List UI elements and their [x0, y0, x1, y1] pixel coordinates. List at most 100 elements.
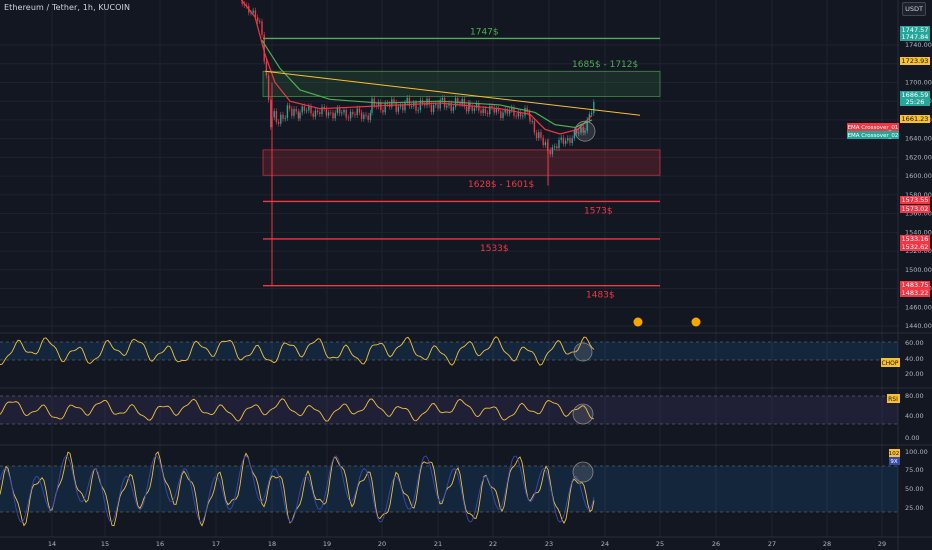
candle-body: [497, 108, 500, 112]
candle-body: [312, 113, 314, 117]
stoch-tag[interactable]: [889, 449, 900, 457]
candle-body: [441, 97, 444, 101]
candle-body: [308, 106, 310, 111]
price-tag[interactable]: [900, 26, 930, 34]
time-tick: 22: [489, 540, 497, 548]
rsi-tick: 0.00: [905, 434, 919, 442]
candle-body: [270, 99, 272, 128]
candle-body: [261, 21, 263, 29]
candle-body: [571, 138, 573, 144]
rsi-tick: 40.00: [905, 412, 924, 420]
indicator-band: [0, 396, 898, 424]
time-tick: 16: [156, 540, 164, 548]
candle-body: [321, 106, 323, 115]
candle-body: [486, 113, 489, 115]
candle-body: [288, 105, 291, 109]
price-tag[interactable]: [900, 98, 930, 106]
candle-body: [275, 111, 278, 122]
time-tick: 28: [823, 540, 831, 548]
time-axis[interactable]: 14 15 16 17 18 19 20 21 22 23 24 25 26 27 28 29: [48, 540, 886, 548]
candle-body: [446, 105, 448, 108]
candle-body: [461, 98, 463, 105]
candle-body: [305, 110, 308, 112]
candle-body: [540, 132, 542, 138]
candle-body: [480, 110, 482, 114]
candle-body: [365, 114, 367, 116]
rsi-tag[interactable]: [887, 394, 900, 403]
candle-body: [252, 10, 254, 13]
candle-body: [402, 104, 404, 111]
price-tag[interactable]: [900, 91, 930, 99]
chop-tick: 20.00: [905, 370, 924, 378]
candle-body: [506, 109, 509, 114]
price-tag[interactable]: [900, 57, 930, 65]
price-tag-label: 1573.55: [902, 196, 929, 204]
level-label-1533: 1533$: [480, 244, 509, 254]
price-tag[interactable]: [900, 205, 930, 213]
stoch-tag[interactable]: [889, 457, 900, 465]
chop-tick: 60.00: [905, 339, 924, 347]
candle-body: [529, 116, 531, 122]
candle-body: [551, 147, 554, 155]
rsi-tag-label: RSI: [888, 396, 898, 403]
candle-body: [410, 106, 413, 107]
candle-body: [580, 127, 582, 133]
price-tag-label: 1661.23: [902, 115, 929, 123]
candle-body: [531, 121, 533, 122]
ema-tag-label: EMA Crossover_01: [848, 125, 899, 131]
currency-button[interactable]: USDT: [902, 2, 926, 16]
candle-body: [273, 111, 275, 118]
ema-tag[interactable]: [847, 131, 899, 139]
level-label-1573: 1573$: [584, 206, 613, 216]
candle-body: [553, 146, 556, 148]
candle-body: [482, 108, 484, 114]
price-tag[interactable]: [900, 115, 930, 123]
price-tag[interactable]: [900, 235, 930, 243]
candle-body: [522, 115, 524, 117]
price-tag[interactable]: [900, 289, 930, 297]
chart-title: Ethereum / Tether, 1h, KUCOIN: [4, 3, 131, 12]
price-tag-label: 1533.16: [902, 235, 929, 243]
demand-zone-red: [262, 149, 661, 176]
price-tag[interactable]: [900, 196, 930, 204]
candle-body: [459, 103, 461, 105]
candle-body: [452, 106, 455, 111]
highlight-circle: [572, 461, 594, 483]
candle-body: [323, 106, 325, 109]
price-tag[interactable]: [900, 33, 930, 41]
candle-body: [404, 102, 406, 111]
candle-body: [284, 118, 286, 119]
candle-body: [564, 140, 567, 144]
ema-tag[interactable]: [847, 123, 899, 131]
candle-body: [345, 109, 347, 118]
candle-body: [406, 97, 408, 103]
candle-body: [382, 109, 384, 113]
price-tag-label: 25:26: [906, 98, 925, 106]
candle-body: [457, 98, 459, 104]
candle-body: [593, 102, 595, 113]
candle-body: [517, 112, 520, 117]
highlight-circle: [574, 120, 596, 142]
candle-body: [542, 137, 544, 146]
candle-body: [450, 103, 452, 111]
indicator-band: [0, 342, 898, 360]
candle-body: [297, 111, 300, 119]
time-tick: 27: [768, 540, 776, 548]
candle-body: [526, 108, 528, 112]
candle-body: [430, 104, 433, 112]
price-tag[interactable]: [900, 243, 930, 251]
candle-body: [277, 121, 280, 124]
chop-tag-label: CHOP: [881, 360, 898, 367]
price-tag[interactable]: [900, 281, 930, 289]
level-label-1628-1601: 1628$ - 1601$: [468, 180, 534, 190]
candle-body: [319, 112, 321, 115]
indicator-line: [0, 451, 595, 527]
candle-body: [562, 137, 565, 144]
candle-body: [556, 146, 558, 149]
chop-tag[interactable]: [881, 358, 900, 367]
candle-body: [473, 107, 476, 111]
candle-body: [569, 138, 571, 144]
price-axis[interactable]: 1740.001700.001680.001660.001640.001620.…: [847, 26, 932, 512]
supply-zone-green: [262, 70, 661, 97]
